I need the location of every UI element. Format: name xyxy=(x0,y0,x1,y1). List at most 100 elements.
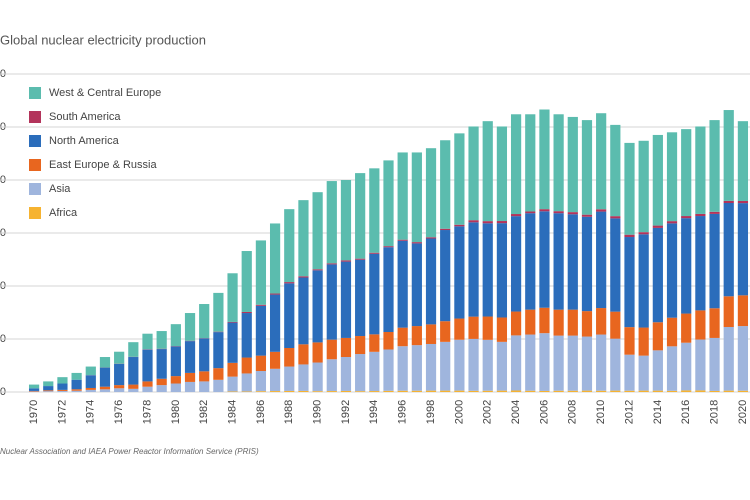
bar-segment xyxy=(85,366,96,376)
bar-segment xyxy=(525,309,536,335)
bar-segment xyxy=(567,335,578,391)
bar-segment xyxy=(369,334,380,352)
legend-swatch xyxy=(29,111,41,123)
bar-segment xyxy=(709,390,720,392)
bar-segment xyxy=(624,234,635,238)
bar-segment xyxy=(28,391,40,392)
bar-segment xyxy=(553,335,564,391)
x-tick-label: 2014 xyxy=(652,400,664,424)
bar-segment xyxy=(482,339,493,391)
bar-segment xyxy=(610,338,621,391)
bar-segment xyxy=(596,113,607,210)
bar-segment xyxy=(298,276,309,278)
bar-segment xyxy=(610,390,621,392)
bar-segment xyxy=(213,332,224,369)
bar-segment xyxy=(57,383,68,390)
bar-segment xyxy=(298,200,309,277)
bar-segment xyxy=(227,273,238,322)
bar-segment xyxy=(652,322,663,351)
bar-segment xyxy=(170,346,181,377)
bar-segment xyxy=(312,192,323,270)
bar-segment xyxy=(355,391,366,392)
bar-segment xyxy=(312,362,323,392)
bar-segment xyxy=(142,349,153,382)
bar-segment xyxy=(652,390,663,392)
bar-segment xyxy=(581,311,593,337)
bar-segment xyxy=(383,246,394,248)
bar-segment xyxy=(723,203,734,297)
bar-segment xyxy=(156,331,167,349)
bar-segment xyxy=(199,381,210,392)
bar-segment xyxy=(624,237,635,328)
bar-segment xyxy=(340,390,352,392)
bar-segment xyxy=(199,304,210,339)
source: Nuclear Association and IAEA Power React… xyxy=(0,447,259,456)
bar-segment xyxy=(383,390,394,392)
bar-segment xyxy=(539,333,550,391)
bar-segment xyxy=(510,214,522,217)
bar-segment xyxy=(581,336,593,391)
bar-segment xyxy=(666,317,678,347)
bar-segment xyxy=(57,377,68,384)
bar-segment xyxy=(227,321,238,323)
bar-segment xyxy=(638,355,649,391)
bar-segment xyxy=(241,391,252,392)
bar-segment xyxy=(723,327,734,391)
bar-segment xyxy=(454,339,465,391)
bar-segment xyxy=(71,372,82,380)
bar-segment xyxy=(340,260,352,262)
bar-segment xyxy=(227,376,238,392)
legend-swatch xyxy=(29,207,41,219)
bar-segment xyxy=(553,390,564,392)
bar-segment xyxy=(184,341,196,373)
bar-segment xyxy=(468,126,479,221)
x-tick-label: 1984 xyxy=(226,400,238,424)
legend-swatch xyxy=(29,159,41,171)
bar-segment xyxy=(383,247,394,333)
x-tick-label: 1990 xyxy=(312,400,324,424)
bar-segment xyxy=(539,307,550,334)
bar-segment xyxy=(624,390,635,392)
x-tick-label: 2020 xyxy=(737,400,749,424)
bar-segment xyxy=(269,223,281,294)
bar-segment xyxy=(425,343,437,391)
bar-segment xyxy=(539,211,550,308)
bar-segment xyxy=(666,346,678,391)
bar-segment xyxy=(269,391,281,392)
bar-segment xyxy=(525,114,536,212)
bar-segment xyxy=(355,173,366,259)
bar-segment xyxy=(99,357,111,368)
bar-segment xyxy=(255,240,267,305)
bar-segment xyxy=(128,357,139,385)
bar-segment xyxy=(411,243,422,327)
bar-segment xyxy=(199,371,210,382)
bar-segment xyxy=(312,270,323,343)
bar-segment xyxy=(184,313,196,341)
bar-segment xyxy=(227,322,238,363)
x-tick-label: 2008 xyxy=(567,400,579,424)
bar-segment xyxy=(695,216,706,311)
bar-segment xyxy=(610,216,621,219)
bar-segment xyxy=(312,269,323,271)
bar-segment xyxy=(539,109,550,210)
bar-segment xyxy=(440,228,451,231)
bar-segment xyxy=(709,211,720,214)
bar-segment xyxy=(213,292,224,332)
bar-segment xyxy=(425,390,437,392)
bar-segment xyxy=(681,390,692,392)
bar-segment xyxy=(184,372,196,382)
bar-segment xyxy=(241,313,252,358)
x-tick-label: 2004 xyxy=(510,400,522,424)
bar-segment xyxy=(709,213,720,309)
bar-segment xyxy=(440,341,451,391)
bar-segment xyxy=(156,378,167,386)
bar-segment xyxy=(28,390,40,392)
bar-segment xyxy=(666,390,678,392)
x-tick-label: 1976 xyxy=(113,400,125,424)
bar-segment xyxy=(411,152,422,243)
legend-label: North America xyxy=(49,135,120,147)
bar-segment xyxy=(28,384,40,389)
x-tick-label: 2018 xyxy=(708,400,720,424)
bar-segment xyxy=(425,237,437,239)
